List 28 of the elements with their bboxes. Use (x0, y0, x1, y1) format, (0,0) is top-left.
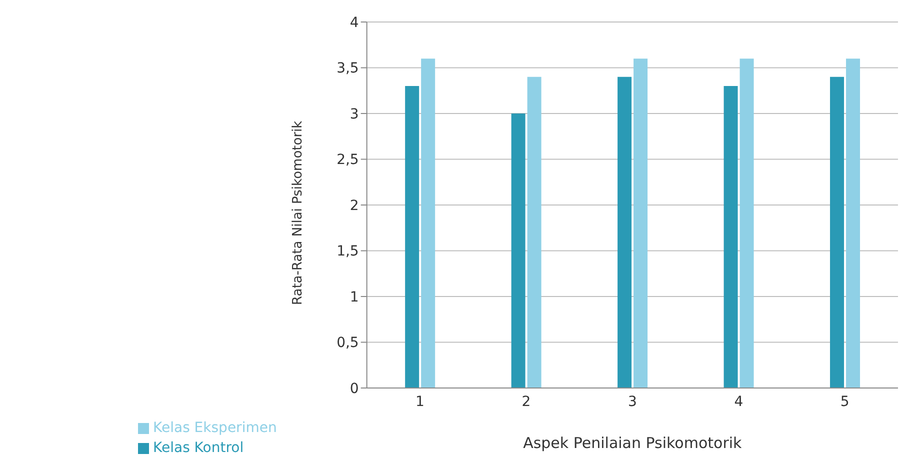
y-tick-label: 4 (350, 14, 359, 31)
bar (527, 76, 542, 388)
x-tick-label: 4 (734, 394, 744, 410)
y-tick-label: 1,5 (336, 244, 359, 260)
legend-label: Kelas Kontrol (153, 440, 244, 456)
y-tick-label: 0,5 (336, 335, 359, 352)
y-axis-title: Rata-Rata Nilai Psikomotorik (290, 120, 306, 305)
bar (618, 76, 632, 388)
x-tick-label: 3 (628, 394, 637, 410)
bar (830, 76, 844, 388)
bar (740, 58, 754, 388)
y-tick-label: 0 (350, 380, 359, 397)
bar (511, 114, 526, 388)
y-tick-label: 3 (350, 106, 359, 122)
x-tick-label: 2 (522, 394, 531, 410)
x-tick-label: 1 (415, 394, 424, 410)
bar (405, 86, 420, 388)
bar (421, 58, 436, 388)
x-axis-title: Aspek Penilaian Psikomotorik (523, 434, 742, 452)
x-tick-label: 5 (840, 394, 850, 410)
y-tick-label: 2,5 (336, 152, 359, 168)
bar (634, 58, 648, 388)
legend-label: Kelas Eksperimen (153, 420, 277, 436)
y-tick-label: 2 (350, 198, 359, 214)
bar (846, 58, 860, 388)
bar (724, 86, 738, 388)
y-tick-label: 1 (350, 289, 359, 306)
y-tick-label: 3,5 (336, 60, 359, 77)
